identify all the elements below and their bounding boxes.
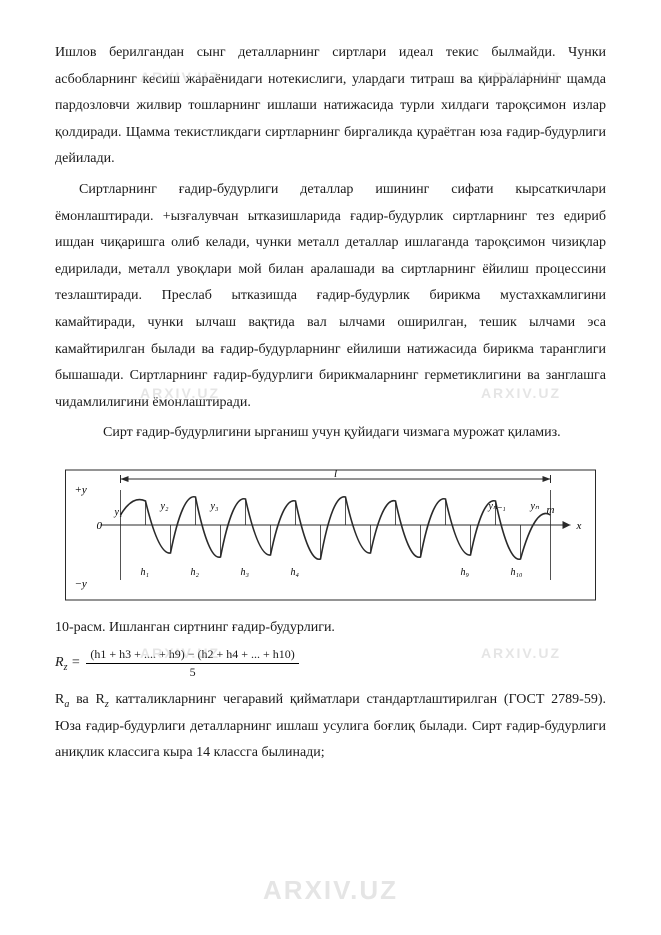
label-h9: h₉ bbox=[461, 567, 470, 578]
label-minus-y: −y bbox=[75, 578, 87, 590]
label-y2: y₂ bbox=[160, 501, 169, 512]
paragraph-2: Сиртларнинг ғадир-будурлиги деталлар иши… bbox=[55, 177, 606, 416]
label-yn1: yₙ₋₁ bbox=[488, 501, 506, 512]
label-h4: h₄ bbox=[291, 567, 300, 578]
label-y3: y₃ bbox=[210, 501, 219, 512]
paragraph-1: Ишлов берилгандан сынг деталларнинг сирт… bbox=[55, 40, 606, 173]
text-rest: катталикларнинг чегаравий қийматлари ста… bbox=[55, 692, 606, 760]
text-rz: ва R bbox=[69, 692, 104, 707]
label-h10: h₁₀ bbox=[511, 567, 523, 578]
label-h3: h₃ bbox=[241, 567, 250, 578]
label-x: x bbox=[576, 520, 582, 532]
text-ra: R bbox=[55, 692, 64, 707]
label-h2: h₂ bbox=[191, 567, 200, 578]
paragraph-3: Сирт ғадир-будурлигини ырганиш учун қуйи… bbox=[55, 420, 606, 447]
label-yn: yₙ bbox=[530, 501, 540, 512]
formula-rz: Rz = (h1 + h3 + .... + h9) − (h2 + h4 + … bbox=[55, 648, 606, 679]
paragraph-4: Ra ва Rz катталикларнинг чегаравий қийма… bbox=[55, 687, 606, 767]
label-zero: 0 bbox=[97, 520, 103, 532]
label-L: l bbox=[334, 468, 337, 480]
formula-var: R bbox=[55, 655, 64, 670]
formula-eq: = bbox=[67, 655, 80, 670]
label-y1: y₁ bbox=[114, 507, 123, 518]
figure-caption: 10-расм. Ишланган сиртнинг ғадир-будурли… bbox=[55, 615, 606, 642]
label-h1: h₁ bbox=[141, 567, 149, 578]
formula-denominator: 5 bbox=[190, 664, 196, 679]
formula-numerator: (h1 + h3 + .... + h9) − (h2 + h4 + ... +… bbox=[86, 648, 298, 664]
label-plus-y: +y bbox=[75, 484, 87, 496]
watermark-large: ARXIV.UZ bbox=[263, 866, 398, 915]
figure-roughness-diagram: l m x +y −y 0 bbox=[55, 465, 606, 605]
